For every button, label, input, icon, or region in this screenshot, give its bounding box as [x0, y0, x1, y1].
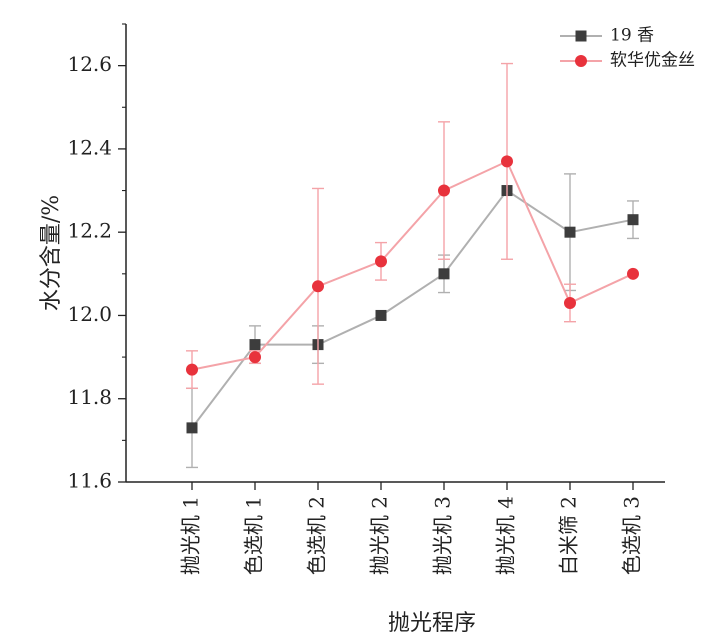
x-ticks: 抛光机 1 色选机 1 色选机 2 抛光机 2 抛光机 3 抛光机 4 白米筛 2 色选机 3: [179, 482, 644, 575]
x-tick-label: 色选机 1: [242, 496, 266, 575]
data-point: [564, 226, 576, 238]
series-1: [186, 173, 639, 469]
legend-marker: [575, 30, 587, 42]
data-point: [186, 363, 198, 376]
y-tick-label: 12.6: [67, 52, 112, 76]
data-point: [438, 268, 450, 280]
y-axis-title: 水分含量/%: [39, 195, 64, 311]
x-tick-label: 抛光机 1: [179, 496, 203, 575]
data-point: [438, 184, 450, 197]
data-point: [375, 255, 387, 268]
series-2: [186, 62, 639, 390]
data-point: [249, 351, 261, 364]
x-tick-label: 抛光机 2: [368, 496, 392, 575]
x-tick-label: 色选机 2: [305, 496, 329, 575]
legend-item: 软华优金丝: [560, 51, 695, 71]
legend-item: 19 香: [560, 26, 654, 46]
data-point: [501, 155, 513, 168]
y-tick-label: 11.6: [67, 469, 112, 493]
data-point: [249, 339, 261, 351]
y-tick-label: 11.8: [67, 385, 112, 409]
x-tick-label: 白米筛 2: [557, 496, 581, 575]
y-ticks: 11.6 11.8 12.0 12.2 12.4 12.6: [67, 23, 126, 493]
x-tick-label: 色选机 3: [620, 496, 644, 575]
data-point: [312, 280, 324, 293]
data-point: [627, 214, 639, 226]
data-point: [186, 422, 198, 434]
legend-label: 19 香: [610, 26, 654, 46]
y-tick-label: 12.0: [67, 302, 112, 326]
legend-marker: [575, 55, 587, 67]
data-point: [627, 267, 639, 280]
y-tick-label: 12.2: [67, 219, 112, 243]
series-layer: [186, 62, 639, 469]
y-tick-label: 12.4: [67, 135, 112, 159]
data-point: [375, 309, 387, 321]
data-point: [564, 296, 576, 309]
series-line: [191, 160, 634, 371]
x-tick-label: 抛光机 3: [431, 496, 455, 575]
x-axis-title: 抛光程序: [388, 611, 476, 636]
axes: [125, 24, 665, 483]
legend-label: 软华优金丝: [610, 51, 695, 71]
x-tick-label: 抛光机 4: [494, 496, 518, 575]
